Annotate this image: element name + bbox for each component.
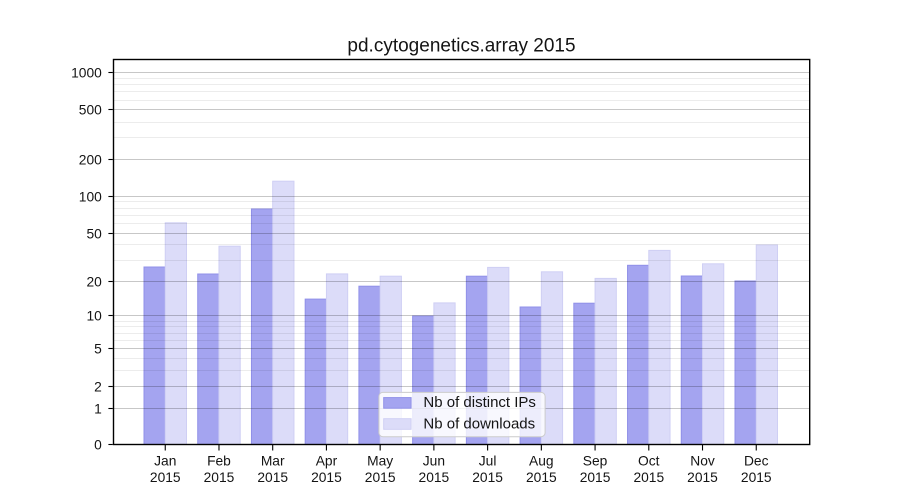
svg-text:Sep: Sep bbox=[583, 454, 608, 469]
svg-text:2015: 2015 bbox=[633, 470, 664, 485]
svg-text:Apr: Apr bbox=[316, 454, 338, 469]
svg-text:Jun: Jun bbox=[423, 454, 445, 469]
svg-text:pd.cytogenetics.array 2015: pd.cytogenetics.array 2015 bbox=[347, 36, 575, 57]
svg-text:Nb of distinct IPs: Nb of distinct IPs bbox=[423, 394, 536, 411]
svg-text:Jan: Jan bbox=[154, 454, 176, 469]
svg-text:500: 500 bbox=[79, 103, 102, 118]
svg-text:2015: 2015 bbox=[580, 470, 611, 485]
svg-text:2015: 2015 bbox=[419, 470, 450, 485]
svg-text:2015: 2015 bbox=[365, 470, 396, 485]
svg-text:Oct: Oct bbox=[638, 454, 660, 469]
svg-text:2015: 2015 bbox=[526, 470, 557, 485]
svg-text:Jul: Jul bbox=[479, 454, 497, 469]
svg-text:2015: 2015 bbox=[150, 470, 181, 485]
svg-text:1: 1 bbox=[94, 402, 102, 417]
svg-text:May: May bbox=[367, 454, 393, 469]
svg-text:Dec: Dec bbox=[744, 454, 769, 469]
svg-text:Aug: Aug bbox=[529, 454, 554, 469]
svg-text:1000: 1000 bbox=[71, 66, 102, 81]
svg-text:10: 10 bbox=[86, 309, 102, 324]
svg-text:2015: 2015 bbox=[741, 470, 772, 485]
svg-text:Feb: Feb bbox=[207, 454, 231, 469]
svg-text:0: 0 bbox=[94, 438, 102, 453]
svg-text:5: 5 bbox=[94, 342, 102, 357]
svg-text:200: 200 bbox=[79, 153, 102, 168]
svg-text:2015: 2015 bbox=[257, 470, 288, 485]
svg-text:50: 50 bbox=[86, 227, 102, 242]
svg-text:Nb of downloads: Nb of downloads bbox=[423, 415, 535, 432]
svg-text:Mar: Mar bbox=[261, 454, 285, 469]
svg-text:2015: 2015 bbox=[311, 470, 342, 485]
svg-text:Nov: Nov bbox=[690, 454, 715, 469]
svg-text:2015: 2015 bbox=[687, 470, 718, 485]
svg-text:2015: 2015 bbox=[472, 470, 503, 485]
svg-text:2: 2 bbox=[94, 380, 102, 395]
svg-text:20: 20 bbox=[86, 275, 102, 290]
svg-text:2015: 2015 bbox=[204, 470, 235, 485]
svg-text:100: 100 bbox=[79, 190, 102, 205]
